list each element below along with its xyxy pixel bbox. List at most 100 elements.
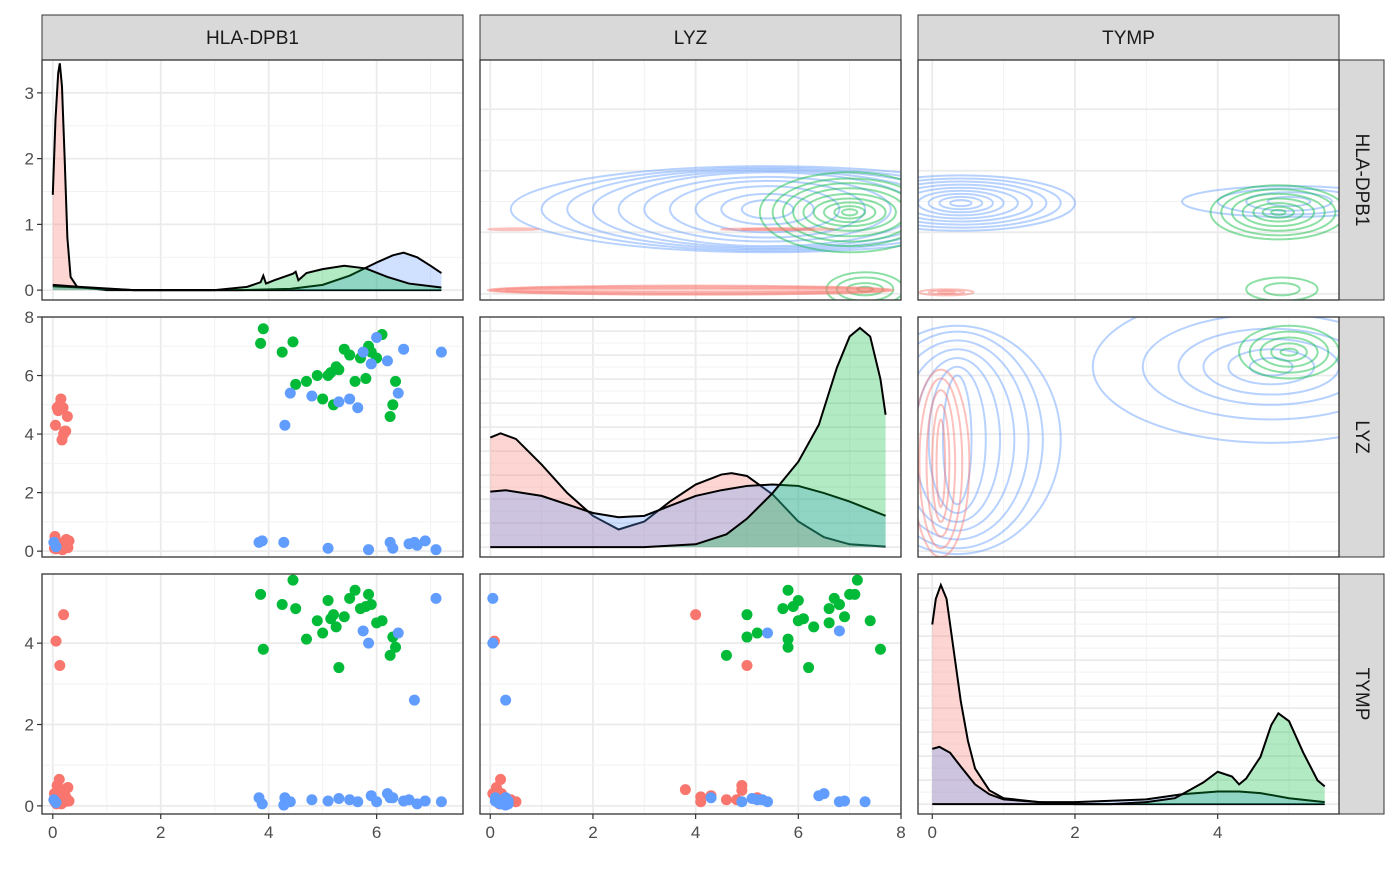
data-point-group-1	[751, 627, 763, 639]
data-point-group-1	[322, 594, 334, 606]
data-point-group-1	[864, 615, 876, 627]
strip-right-hla-dpb1: HLA-DPB1	[1338, 59, 1385, 301]
contour-line-group-2	[1266, 195, 1312, 208]
data-point-group-1	[797, 613, 809, 625]
contour-line-group-1	[771, 177, 901, 248]
contour-line-group-2	[918, 339, 1030, 541]
contour-line-group-1	[846, 282, 885, 297]
contour-line-group-1	[1245, 276, 1319, 300]
data-point-group-1	[777, 603, 789, 615]
data-point-group-1	[851, 574, 863, 586]
data-point-group-0	[53, 773, 65, 785]
contour-line-group-1	[833, 205, 867, 220]
contour-line-group-2	[1248, 356, 1294, 377]
contour-line-group-2	[918, 357, 1002, 523]
data-point-group-2	[392, 627, 404, 639]
density-line-group-2	[490, 483, 886, 519]
contour-line-group-1	[1279, 347, 1299, 357]
panel-background	[480, 317, 901, 557]
panel-tymp-vs-hla-dpb1: 0 2 4 0 2 4 6	[25, 573, 464, 842]
panel-content	[486, 165, 901, 300]
data-point-group-1	[741, 609, 753, 621]
data-point-group-1	[276, 346, 288, 358]
strip-right-lyz: LYZ	[1338, 316, 1385, 558]
contour-line-group-1	[856, 285, 874, 293]
data-point-group-1	[874, 643, 886, 655]
data-point-group-2	[322, 542, 334, 554]
contour-line-group-1	[792, 187, 901, 238]
data-point-group-1	[276, 599, 288, 611]
data-point-group-2	[387, 792, 399, 804]
panel-border	[41, 59, 464, 301]
contour-line-group-2	[918, 330, 1044, 550]
density-line-group-2	[932, 745, 1325, 804]
data-point-group-2	[333, 396, 345, 408]
panel-border	[479, 59, 902, 301]
panel-lyz-vs-tymp	[917, 316, 1340, 558]
density-area-group-2	[490, 484, 886, 548]
density-line-group-1	[490, 326, 887, 549]
data-point-group-1	[808, 621, 820, 633]
data-point-group-1	[300, 375, 312, 387]
x-tick-label-lyz: 2	[588, 823, 597, 842]
contour-line-group-2	[1227, 348, 1316, 386]
data-point-group-1	[344, 349, 356, 361]
data-point-group-1	[349, 375, 361, 387]
data-point-group-2	[492, 797, 504, 809]
x-tick-label-lyz: 0	[486, 823, 495, 842]
data-point-group-2	[363, 544, 375, 556]
contour-line-group-2	[949, 199, 973, 208]
data-point-group-1	[349, 584, 361, 596]
data-point-group-1	[290, 603, 302, 615]
y-tick-label-lyz: 8	[25, 308, 34, 327]
data-point-group-0	[55, 393, 67, 405]
panel-grid	[42, 574, 463, 814]
contour-line-group-2	[720, 192, 815, 226]
contour-line-group-2	[1177, 327, 1339, 406]
data-point-group-2	[705, 792, 717, 804]
contour-line-group-1	[812, 197, 887, 228]
data-point-group-2	[392, 387, 404, 399]
contour-line-group-1	[822, 201, 877, 224]
y-tick-label-hla-dpb1: 2	[25, 150, 34, 169]
contour-line-group-2	[1202, 337, 1339, 396]
panel-grid	[918, 317, 1339, 557]
panel-lyz-vs-lyz	[479, 316, 902, 558]
data-point-group-1	[839, 611, 851, 623]
panel-border	[41, 573, 464, 815]
contour-line-group-2	[509, 165, 901, 254]
panel-border	[41, 316, 464, 558]
contour-line-group-2	[643, 175, 892, 243]
y-tick-label-hla-dpb1: 1	[25, 215, 34, 234]
x-tick-label-hla-dpb1: 4	[264, 823, 273, 842]
contour-line-group-2	[617, 171, 901, 248]
density-area-group-2	[52, 252, 442, 291]
strip-right-tymp: TYMP	[1338, 573, 1385, 815]
panel-content	[918, 174, 1339, 300]
data-point-group-2	[751, 794, 763, 806]
data-point-group-2	[411, 539, 423, 551]
data-point-group-2	[487, 637, 499, 649]
panel-background	[918, 317, 1339, 557]
data-point-group-2	[736, 796, 748, 808]
strip-right-bg-lyz	[1338, 316, 1385, 558]
contour-line-group-2	[694, 185, 841, 234]
contour-line-group-1	[825, 271, 901, 300]
data-point-group-2	[387, 542, 399, 554]
strip-right-bg-hla-dpb1	[1338, 59, 1385, 301]
data-point-group-1	[317, 393, 329, 405]
data-point-group-0	[54, 660, 66, 672]
strip-top-label-lyz: LYZ	[674, 28, 708, 49]
panel-grid	[480, 317, 901, 557]
data-point-group-0	[495, 773, 507, 785]
panel-content	[48, 323, 447, 556]
contour-line-group-2	[540, 166, 901, 252]
contour-line-group-1	[1220, 188, 1337, 237]
data-point-group-1	[387, 399, 399, 411]
data-point-group-1	[333, 662, 345, 674]
data-point-group-1	[365, 599, 377, 611]
y-tick-label-lyz: 0	[25, 542, 34, 561]
data-point-group-2	[333, 793, 345, 805]
